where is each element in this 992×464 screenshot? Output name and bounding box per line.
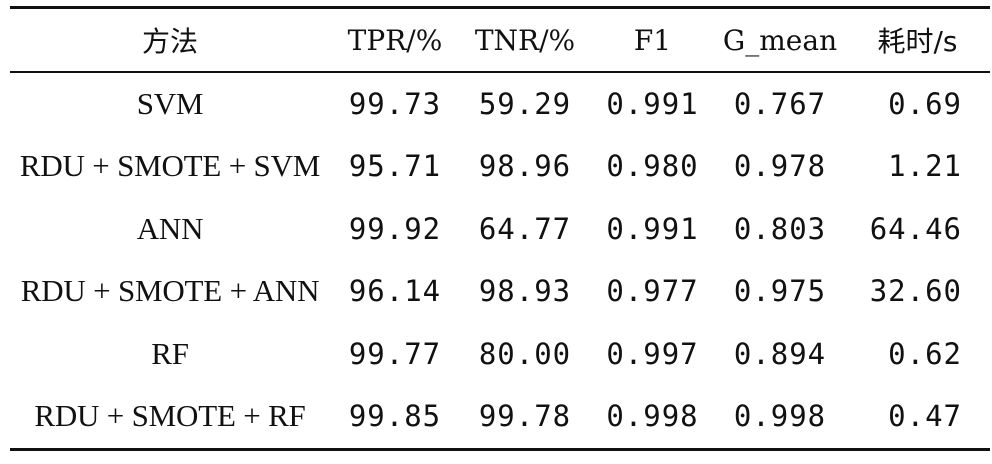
table-top-rule [10,6,990,9]
table-row: RF 99.77 80.00 0.997 0.894 0.62 [10,323,990,386]
table-row: RDU + SMOTE + ANN 96.14 98.93 0.977 0.97… [10,260,990,323]
header-gmean: G_mean [722,23,838,57]
cell-f1: 0.980 [606,149,699,184]
cell-tpr: 99.85 [348,399,442,434]
table-row: RDU + SMOTE + RF 99.85 99.78 0.998 0.998… [10,385,990,448]
cell-f1: 0.998 [606,399,699,434]
cell-gmean: 0.894 [733,336,827,371]
cell-tpr: 95.71 [348,149,442,184]
cell-gmean: 0.975 [733,274,827,309]
cell-method: RDU + SMOTE + RF [34,398,306,434]
comparison-table: 方法 TPR/% TNR/% F1 G_mean 耗时/s [10,9,990,71]
cell-tpr: 99.77 [348,336,442,371]
cell-method: ANN [136,210,204,246]
header-method: 方法 [141,25,198,58]
cell-time: 1.21 [888,149,962,184]
cell-tpr: 99.92 [348,211,442,246]
cell-gmean: 0.767 [733,86,827,121]
header-f1: F1 [633,23,672,57]
cell-time: 32.60 [869,274,962,309]
cell-method: RF [151,335,189,371]
cell-time: 0.47 [888,399,962,434]
cell-time: 0.69 [888,86,962,121]
cell-tnr: 80.00 [478,336,572,371]
cell-f1: 0.997 [606,336,699,371]
header-tpr: TPR/% [347,23,443,57]
cell-gmean: 0.998 [733,399,827,434]
results-table: 方法 TPR/% TNR/% F1 G_mean 耗时/s SVM 99.73 … [10,6,990,451]
cell-time: 0.62 [888,336,962,371]
header-row: 方法 TPR/% TNR/% F1 G_mean 耗时/s [10,9,990,71]
cell-tnr: 59.29 [478,86,572,121]
cell-method: RDU + SMOTE + ANN [20,273,320,309]
cell-time: 64.46 [869,211,962,246]
table-row: RDU + SMOTE + SVM 95.71 98.96 0.980 0.97… [10,135,990,198]
cell-f1: 0.991 [606,86,699,121]
cell-gmean: 0.978 [733,149,827,184]
cell-tnr: 98.96 [478,149,572,184]
cell-tnr: 99.78 [478,399,572,434]
comparison-table-body: SVM 99.73 59.29 0.991 0.767 0.69 RDU + S… [10,73,990,448]
cell-tpr: 99.73 [348,86,442,121]
header-tnr: TNR/% [474,23,576,57]
table-bottom-rule [10,447,990,451]
header-time: 耗时/s [877,25,958,58]
table-row: SVM 99.73 59.29 0.991 0.767 0.69 [10,73,990,136]
cell-method: SVM [136,85,204,121]
cell-gmean: 0.803 [733,211,827,246]
cell-tpr: 96.14 [348,274,442,309]
cell-tnr: 98.93 [478,274,572,309]
table-row: ANN 99.92 64.77 0.991 0.803 64.46 [10,198,990,261]
cell-f1: 0.991 [606,211,699,246]
cell-method: RDU + SMOTE + SVM [19,148,321,184]
cell-tnr: 64.77 [478,211,572,246]
table-header-rule [10,71,990,73]
cell-f1: 0.977 [606,274,699,309]
